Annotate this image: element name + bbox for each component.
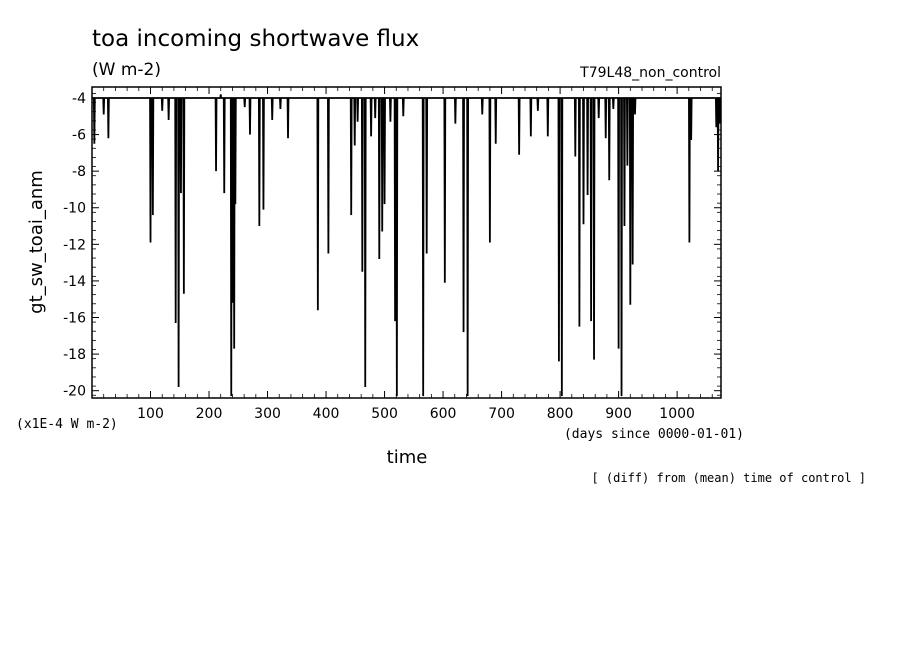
x-tick-label: 900 — [605, 406, 632, 422]
chart-units: (W m-2) — [92, 60, 161, 80]
x-tick-labels: 100 200 300 400 500 600 700 800 900 1000 — [137, 406, 695, 422]
x-tick-label: 400 — [313, 406, 340, 422]
x-tick-label: 700 — [488, 406, 515, 422]
x-tick-label: 1000 — [659, 406, 695, 422]
series-gt-sw-toai-anm — [92, 94, 722, 397]
y-tick-label: -18 — [63, 347, 86, 363]
y-tick-labels: -4 -6 -8 -10 -12 -14 -16 -18 -20 — [63, 91, 86, 400]
y-tick-label: -12 — [63, 237, 86, 253]
x-tick-label: 600 — [430, 406, 457, 422]
y-axis-label: gt_sw_toai_anm — [26, 170, 47, 314]
footnote: [ (diff) from (mean) time of control ] — [591, 471, 866, 485]
x-tick-label: 200 — [196, 406, 223, 422]
y-tick-label: -16 — [63, 311, 86, 327]
x-tick-label: 500 — [371, 406, 398, 422]
y-tick-label: -10 — [63, 201, 86, 217]
y-tick-label: -20 — [63, 384, 86, 400]
y-scale-note: (x1E-4 W m-2) — [16, 417, 118, 432]
x-tick-label: 100 — [137, 406, 164, 422]
y-tick-label: -6 — [72, 128, 86, 144]
y-tick-label: -8 — [72, 164, 86, 180]
chart-title: toa incoming shortwave flux — [92, 26, 419, 52]
x-tick-label: 300 — [254, 406, 281, 422]
y-tick-label: -4 — [72, 91, 86, 107]
x-units-note: (days since 0000-01-01) — [564, 427, 744, 442]
series-line — [92, 94, 722, 397]
x-axis-label: time — [387, 447, 428, 468]
run-label: T79L48_non_control — [579, 65, 721, 81]
x-tick-label: 800 — [547, 406, 574, 422]
y-tick-label: -14 — [63, 274, 86, 290]
plot-frame — [91, 86, 722, 399]
